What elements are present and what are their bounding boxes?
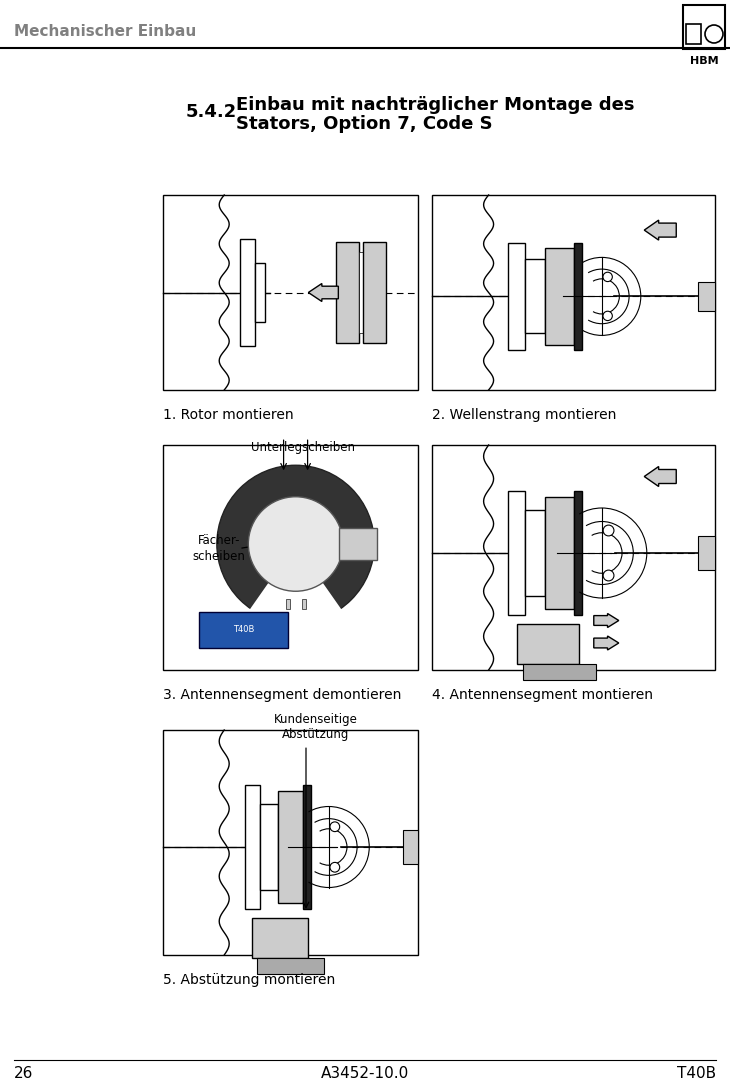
Text: 2. Wellenstrang montieren: 2. Wellenstrang montieren [432, 408, 616, 422]
Text: Fächer-
scheiben: Fächer- scheiben [193, 534, 245, 562]
Text: A3452-10.0: A3452-10.0 [321, 1066, 409, 1080]
Bar [303, 785, 311, 909]
Polygon shape [593, 635, 619, 650]
Bar [432, 445, 715, 670]
Bar [698, 282, 715, 311]
Circle shape [603, 312, 612, 320]
Bar [508, 492, 526, 615]
Bar [199, 611, 288, 647]
Bar [526, 510, 545, 596]
Polygon shape [645, 467, 676, 486]
Text: Stators, Option 7, Code S: Stators, Option 7, Code S [236, 116, 493, 133]
Bar [517, 623, 579, 665]
Bar [245, 785, 260, 909]
Text: Einbau mit nachträglicher Montage des: Einbau mit nachträglicher Montage des [236, 96, 634, 114]
Bar [285, 600, 290, 609]
Bar [574, 243, 582, 350]
Text: 26: 26 [14, 1066, 34, 1080]
Bar [163, 445, 418, 670]
Text: 4. Antennensegment montieren: 4. Antennensegment montieren [432, 688, 653, 702]
Bar [255, 264, 265, 322]
Text: 5.4.2: 5.4.2 [186, 102, 237, 121]
Text: Unterlegscheiben: Unterlegscheiben [251, 441, 356, 455]
Bar [545, 247, 574, 346]
Text: T40B: T40B [677, 1066, 716, 1080]
Circle shape [330, 822, 339, 832]
Text: 3. Antennensegment demontieren: 3. Antennensegment demontieren [163, 688, 402, 702]
Bar [508, 243, 526, 350]
Bar [526, 259, 545, 334]
Text: 1. Rotor montieren: 1. Rotor montieren [163, 408, 293, 422]
Bar [686, 24, 701, 44]
Circle shape [248, 497, 343, 591]
Bar [163, 195, 418, 390]
Circle shape [603, 272, 612, 281]
Bar [698, 536, 715, 570]
Bar [337, 242, 359, 343]
Circle shape [330, 862, 339, 872]
Text: HBM: HBM [690, 56, 718, 66]
Text: 5. Abstützung montieren: 5. Abstützung montieren [163, 973, 335, 988]
Circle shape [603, 525, 614, 536]
Circle shape [217, 465, 374, 622]
Polygon shape [645, 220, 676, 240]
Bar [683, 5, 725, 49]
Bar [260, 804, 277, 889]
Bar [359, 252, 363, 334]
Text: Kundenseitige
Abstützung: Kundenseitige Abstützung [274, 713, 358, 741]
Wedge shape [249, 544, 342, 625]
Bar [277, 790, 303, 904]
Bar [432, 195, 715, 390]
Text: T40B: T40B [233, 625, 254, 634]
Circle shape [705, 25, 723, 43]
Circle shape [603, 570, 614, 581]
Bar [574, 492, 582, 615]
Bar [403, 831, 418, 864]
Bar [163, 730, 418, 955]
Text: Mechanischer Einbau: Mechanischer Einbau [14, 24, 196, 39]
Bar [239, 239, 255, 347]
Bar [301, 600, 306, 609]
Bar [363, 242, 386, 343]
Polygon shape [308, 283, 338, 302]
Polygon shape [593, 614, 619, 628]
Bar [523, 665, 596, 680]
Bar [258, 958, 323, 974]
Bar [339, 529, 377, 560]
Bar [545, 497, 574, 609]
Bar [253, 918, 308, 958]
